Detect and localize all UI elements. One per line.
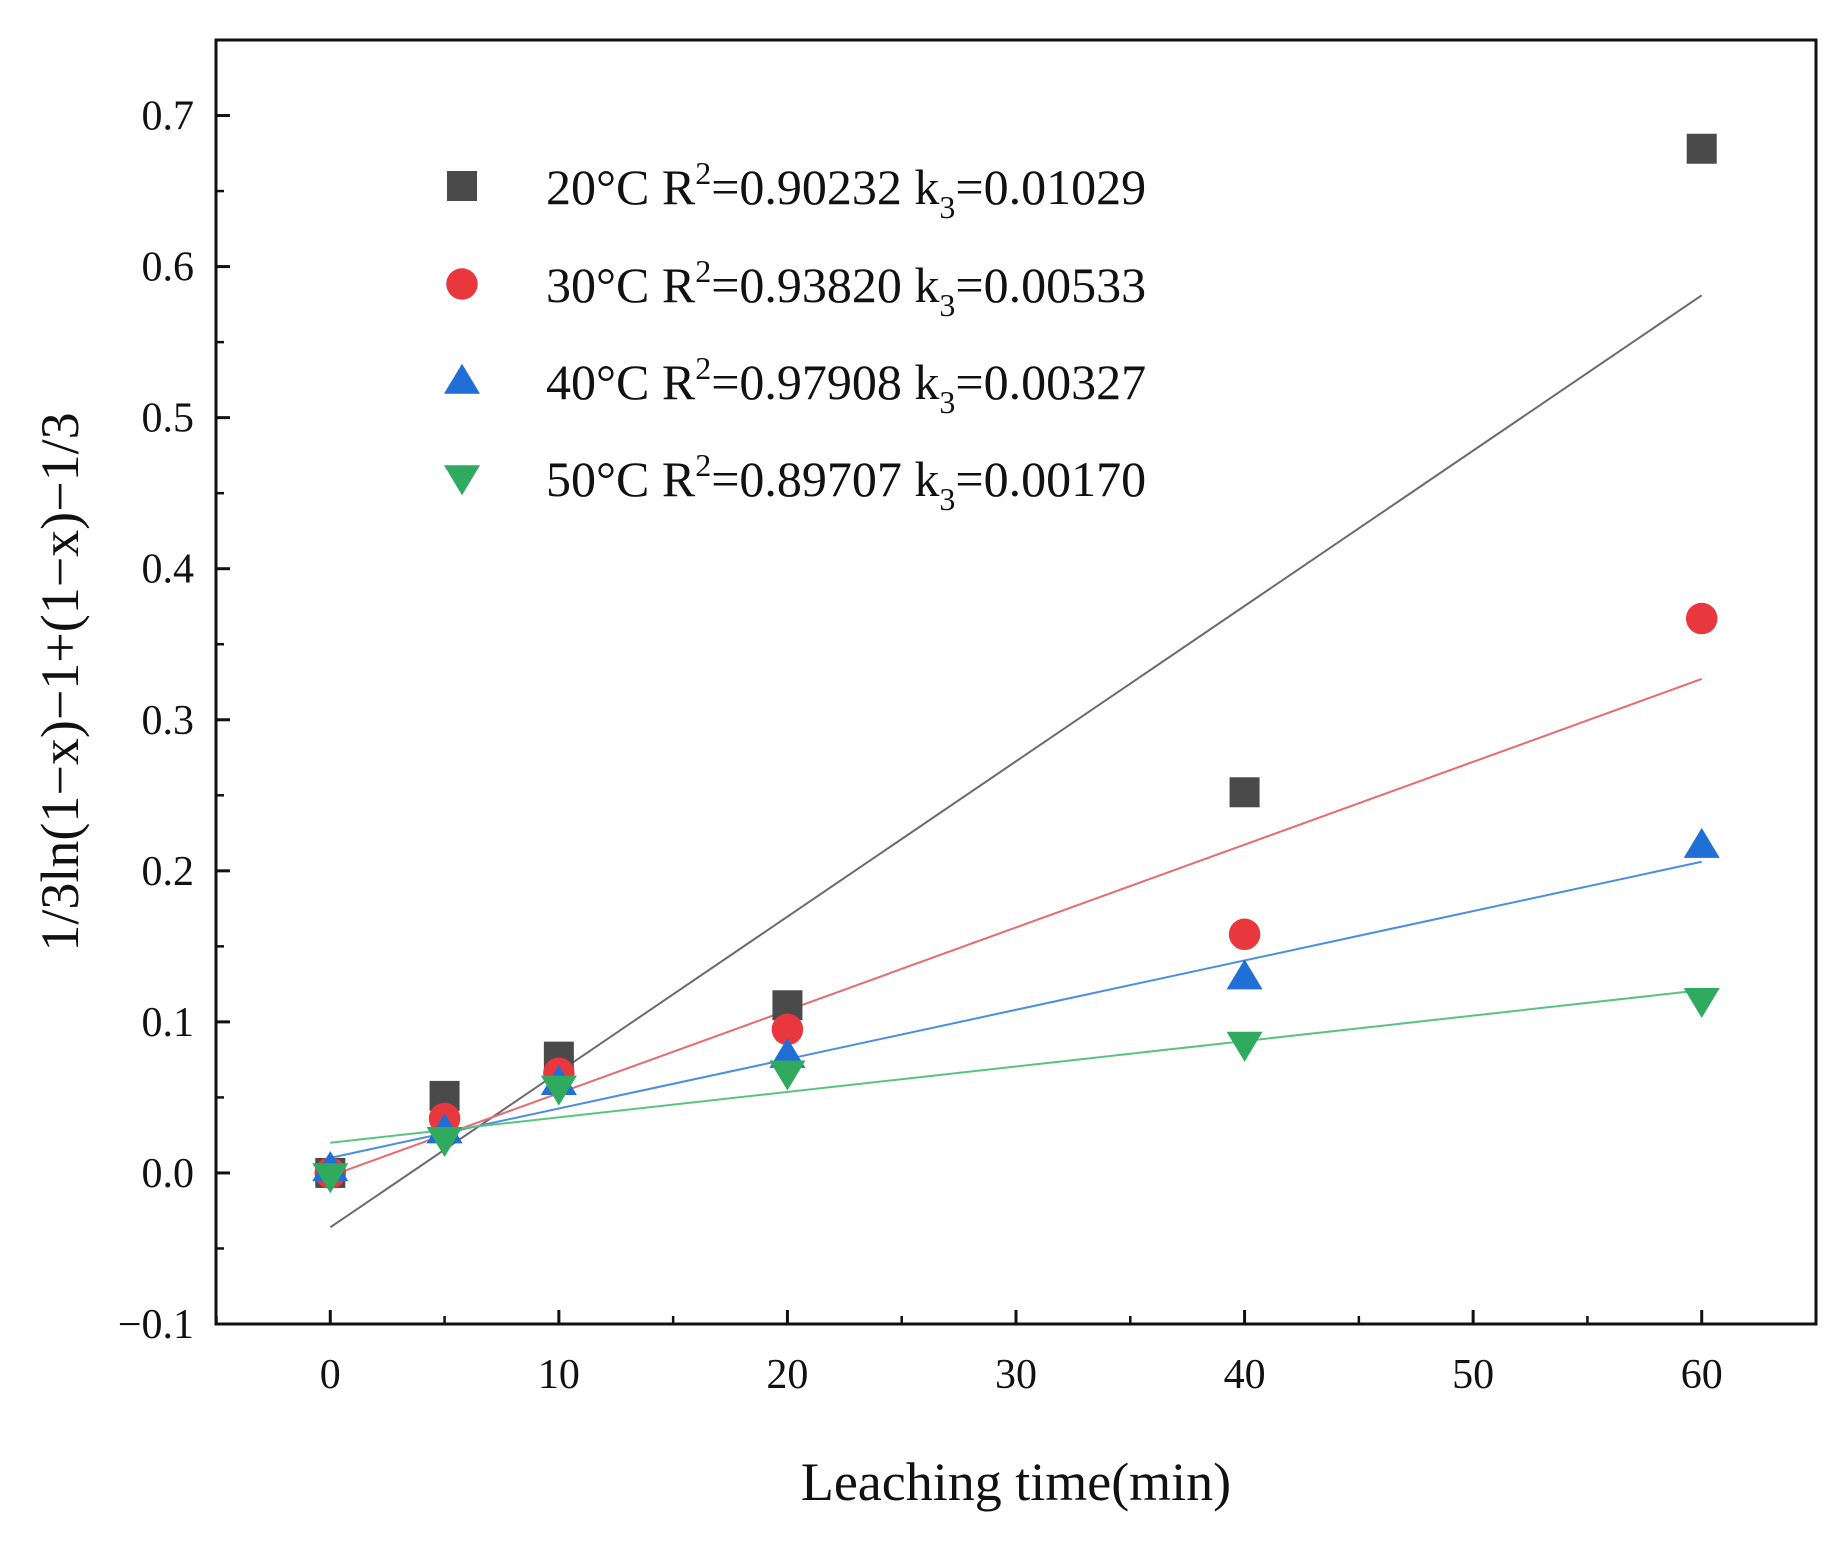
legend-r2-value: =0.93820	[711, 257, 902, 313]
data-point-40c	[1226, 959, 1263, 990]
y-tick-label: 0.1	[142, 1000, 195, 1046]
legend-label: 40°C R2=0.97908 k3=0.00327	[546, 350, 1146, 420]
legend-r2-value: =0.97908	[711, 354, 902, 410]
legend-k-sub: 3	[939, 384, 955, 420]
y-tick-label: 0.3	[142, 698, 195, 744]
legend-r2-sup: 2	[695, 155, 711, 191]
y-tick-label: 0.7	[142, 94, 195, 140]
y-tick-label: 0.4	[142, 547, 195, 593]
data-point-50c	[1683, 987, 1720, 1018]
legend-temp: 20°C	[546, 159, 649, 215]
x-tick-label: 20	[766, 1352, 808, 1398]
y-tick-label: 0.5	[142, 396, 195, 442]
data-point-50c	[769, 1060, 806, 1091]
legend-r2-sup: 2	[695, 447, 711, 483]
y-tick-label: −0.1	[118, 1302, 194, 1348]
legend-temp: 30°C	[546, 257, 649, 313]
fit-line-40c	[330, 860, 1702, 1159]
legend-r2-label: R	[649, 257, 696, 313]
data-point-50c	[426, 1126, 463, 1157]
legend-entry: 50°C R2=0.89707 k3=0.00170	[444, 447, 1146, 517]
legend-label: 20°C R2=0.90232 k3=0.01029	[546, 155, 1146, 225]
tick-labels: 0 10 20 30 40 50 60 −0.1 0.0 0.1 0.2 0.3 0.4 0.5 0.6 0.…	[118, 94, 1723, 1398]
legend-temp: 50°C	[546, 451, 649, 507]
legend-r2-sup: 2	[695, 350, 711, 386]
legend-k-value: =0.00533	[955, 257, 1146, 313]
y-axis-title: 1/3ln(1−x)−1+(1−x)−1/3	[30, 412, 90, 951]
legend-k-label: k	[902, 451, 940, 507]
legend-k-label: k	[902, 159, 940, 215]
x-tick-label: 0	[320, 1352, 341, 1398]
x-tick-label: 30	[995, 1352, 1037, 1398]
data-markers	[312, 133, 1720, 1194]
legend-k-value: =0.00327	[955, 354, 1146, 410]
x-tick-label: 40	[1224, 1352, 1266, 1398]
legend-r2-value: =0.89707	[711, 451, 902, 507]
fit-line-50c	[330, 989, 1702, 1144]
legend-label: 30°C R2=0.93820 k3=0.00533	[546, 253, 1146, 323]
legend-r2-label: R	[649, 354, 696, 410]
legend-label: 50°C R2=0.89707 k3=0.00170	[546, 447, 1146, 517]
x-tick-label: 60	[1681, 1352, 1723, 1398]
x-axis-title: Leaching time(min)	[801, 1452, 1231, 1512]
legend-marker	[446, 268, 478, 300]
data-point-50c	[1226, 1031, 1263, 1062]
legend-k-sub: 3	[939, 287, 955, 323]
legend-k-label: k	[902, 257, 940, 313]
legend-marker	[444, 363, 480, 394]
legend-r2-label: R	[649, 159, 696, 215]
x-tick-label: 10	[538, 1352, 580, 1398]
legend-entry: 30°C R2=0.93820 k3=0.00533	[446, 253, 1146, 323]
legend-r2-value: =0.90232	[711, 159, 902, 215]
legend-k-sub: 3	[939, 189, 955, 225]
legend-marker	[444, 465, 480, 496]
legend-k-value: =0.00170	[955, 451, 1146, 507]
data-point-40c	[769, 1037, 806, 1068]
legend-entry: 40°C R2=0.97908 k3=0.00327	[444, 350, 1146, 420]
data-point-20c	[1229, 777, 1260, 808]
data-point-50c	[540, 1075, 577, 1106]
y-tick-label: 0.0	[142, 1151, 195, 1197]
data-point-20c	[1686, 133, 1717, 164]
legend-r2-sup: 2	[695, 253, 711, 289]
data-point-30c	[1228, 918, 1261, 951]
data-point-50c	[312, 1163, 349, 1194]
legend-k-value: =0.01029	[955, 159, 1146, 215]
data-point-30c	[1685, 602, 1718, 635]
y-tick-label: 0.6	[142, 245, 195, 291]
legend-r2-label: R	[649, 451, 696, 507]
data-point-40c	[1683, 827, 1720, 858]
y-tick-label: 0.2	[142, 849, 195, 895]
data-point-30c	[771, 1013, 804, 1046]
legend-k-sub: 3	[939, 481, 955, 517]
legend-temp: 40°C	[546, 354, 649, 410]
legend-entry: 20°C R2=0.90232 k3=0.01029	[447, 155, 1146, 225]
x-tick-label: 50	[1452, 1352, 1494, 1398]
legend-marker	[447, 171, 477, 201]
axis-ticks	[215, 114, 1704, 1326]
legend-k-label: k	[902, 354, 940, 410]
